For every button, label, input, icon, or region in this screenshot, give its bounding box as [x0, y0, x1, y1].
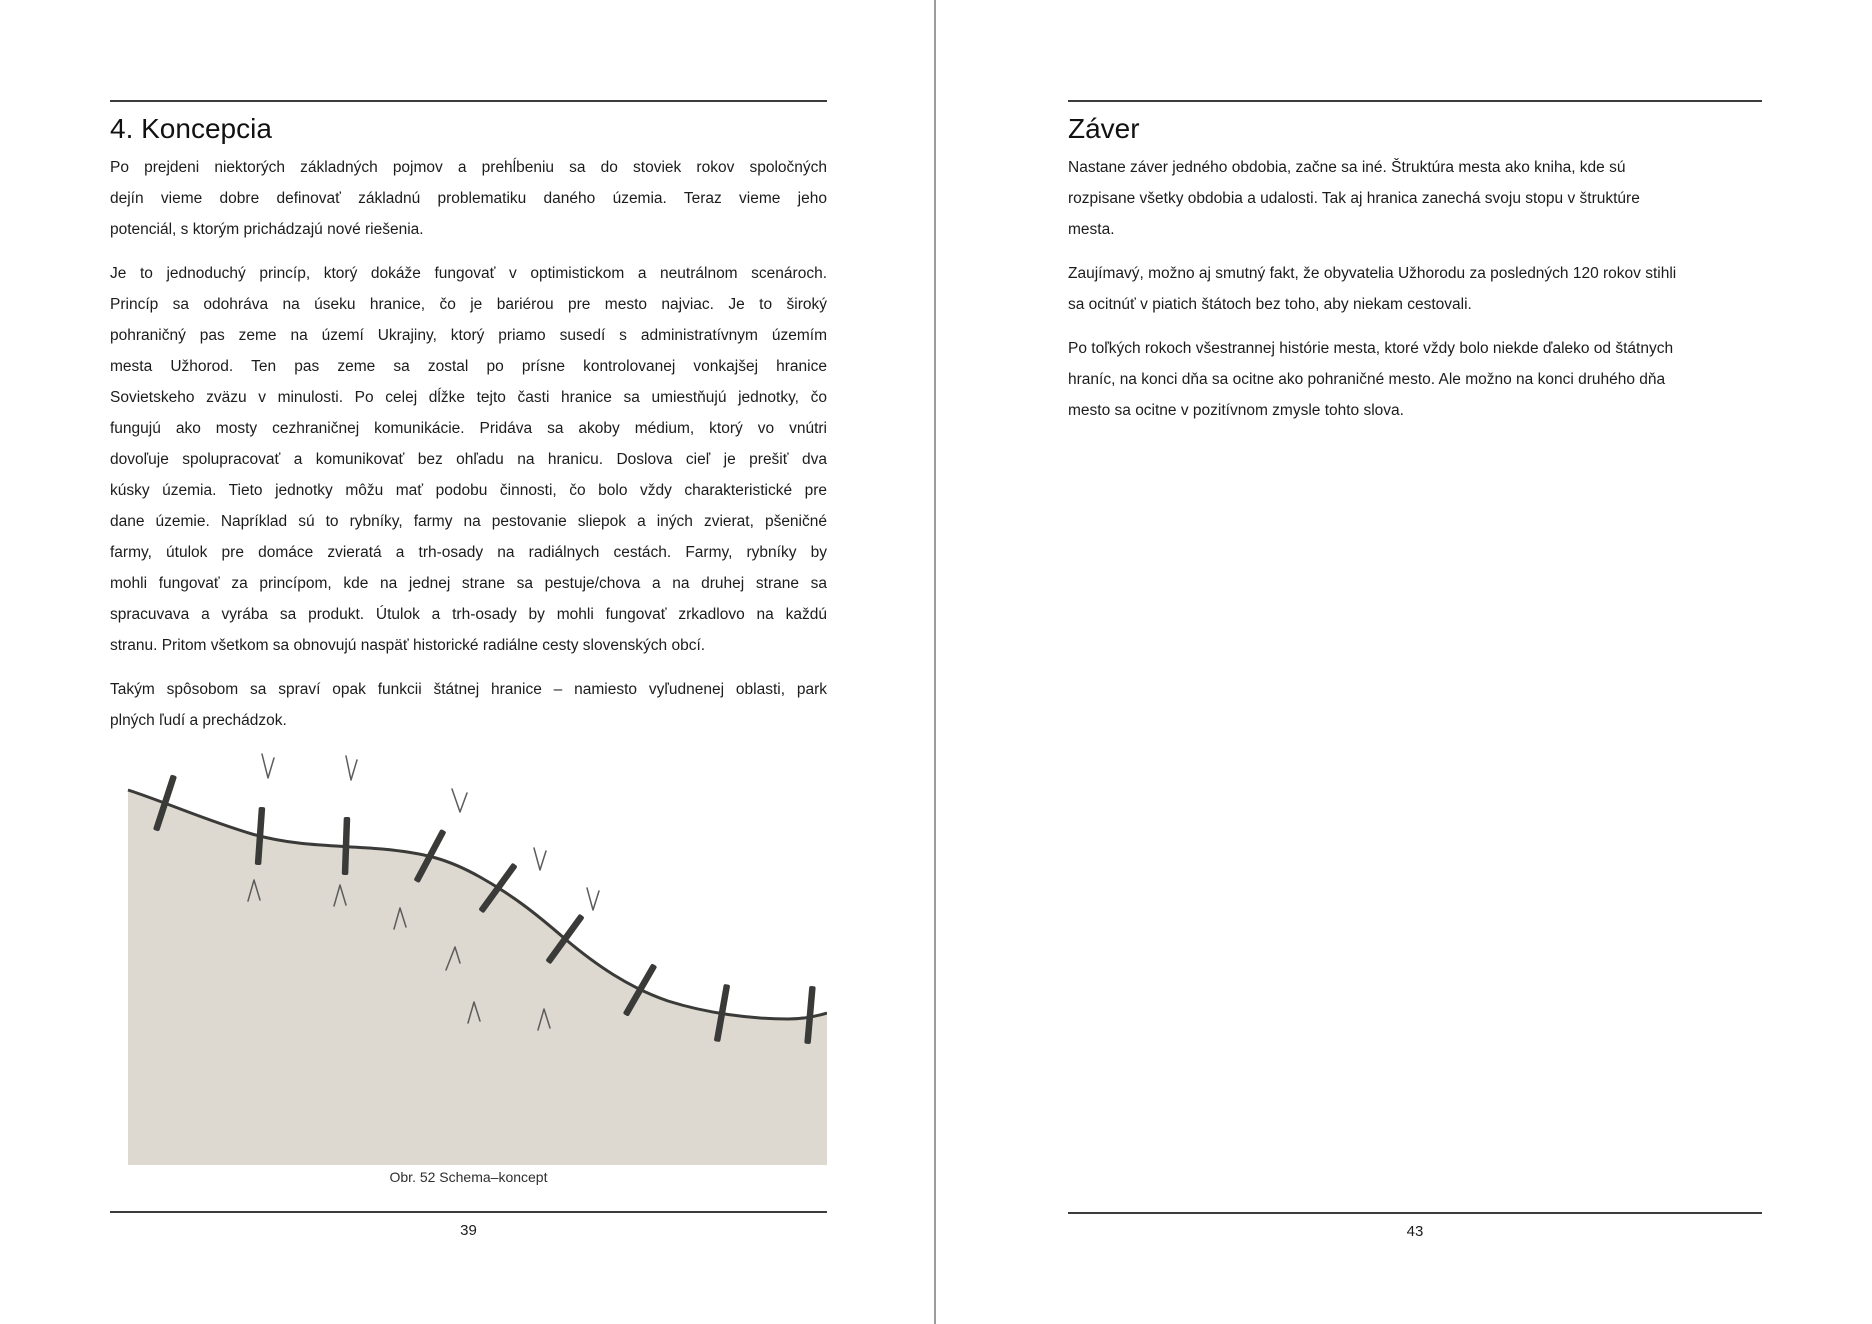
- arrow-mark-down: [451, 788, 468, 813]
- figure-caption: Obr. 52 Schema–koncept: [389, 1169, 548, 1185]
- text-line: mohli fungovať za princípom, kde na jedn…: [110, 575, 827, 592]
- arrow-mark-group: [247, 753, 600, 1031]
- text-line: rozpisane všetky obdobia a udalosti. Tak…: [1068, 190, 1640, 207]
- text-line: mesta.: [1068, 221, 1115, 238]
- text-line: Takým spôsobom sa spraví opak funkcii št…: [110, 681, 827, 698]
- stitch-tick: [153, 774, 177, 832]
- text-line: kúsky územia. Tieto jednotky môžu mať po…: [110, 482, 827, 499]
- arrow-mark-down: [345, 755, 358, 781]
- body-text-left: Po prejdeni niektorých základných pojmov…: [110, 152, 827, 736]
- stitch-tick: [546, 914, 584, 964]
- paragraph: Takým spôsobom sa spraví opak funkcii št…: [110, 674, 827, 736]
- text-line: fungujú ako mosty cezhraničnej komunikác…: [110, 420, 827, 437]
- stitch-tick: [479, 863, 517, 913]
- text-line: Sovietskeho zväzu v minulosti. Po celej …: [110, 389, 827, 406]
- text-line: dejín vieme dobre definovať základnú pro…: [110, 190, 827, 207]
- text-line: Zaujímavý, možno aj smutný fakt, že obyv…: [1068, 265, 1677, 282]
- text-line: potenciál, s ktorým prichádzajú nové rie…: [110, 221, 424, 238]
- footer-rule-right: [1068, 1212, 1762, 1214]
- text-line: Nastane záver jedného obdobia, začne sa …: [1068, 159, 1626, 176]
- heading-rule-right: [1068, 100, 1762, 102]
- text-line: Je to jednoduchý princíp, ktorý dokáže f…: [110, 265, 827, 282]
- text-line: stranu. Pritom všetkom sa obnovujú naspä…: [110, 637, 706, 654]
- paragraph: Po toľkých rokoch všestrannej histórie m…: [1068, 333, 1762, 426]
- stitch-tick: [714, 984, 730, 1042]
- paragraph: Zaujímavý, možno aj smutný fakt, že obyv…: [1068, 258, 1762, 320]
- page-number-left: 39: [460, 1222, 477, 1239]
- text-line: plných ľudí a prechádzok.: [110, 712, 287, 729]
- arrow-mark-down: [586, 887, 600, 911]
- text-line: mesta Užhorod. Ten pas zeme sa zostal po…: [110, 358, 827, 375]
- arrow-mark-up: [445, 946, 461, 971]
- stitch-tick: [341, 816, 351, 876]
- text-line: Po toľkých rokoch všestrannej histórie m…: [1068, 340, 1674, 357]
- paragraph: Nastane záver jedného obdobia, začne sa …: [1068, 152, 1762, 245]
- heading-rule-left: [110, 100, 827, 102]
- text-line: dovoľuje spolupracovať a komunikovať bez…: [110, 451, 827, 468]
- text-line: mesto sa ocitne v pozitívnom zmysle toht…: [1068, 402, 1404, 419]
- page-left: 4. Koncepcia Po prejdeni niektorých zákl…: [110, 100, 827, 749]
- body-text-right: Nastane záver jedného obdobia, začne sa …: [1068, 152, 1762, 426]
- text-line: pohraničný pas zeme na území Ukrajiny, k…: [110, 327, 827, 344]
- page-divider: [934, 0, 936, 1324]
- border-curve: [127, 788, 827, 1021]
- page-right: Záver Nastane záver jedného obdobia, zač…: [1068, 100, 1762, 439]
- stitch-tick: [804, 985, 816, 1045]
- arrow-mark-up: [333, 884, 347, 907]
- arrow-mark-up: [247, 879, 261, 902]
- section-heading-left: 4. Koncepcia: [110, 113, 272, 144]
- text-line: spracuvava a vyrába sa produkt. Útulok a…: [110, 606, 827, 623]
- border-strip-area: [128, 790, 827, 1165]
- arrow-mark-down: [533, 847, 547, 871]
- arrow-mark-up: [467, 1001, 481, 1024]
- paragraph: Po prejdeni niektorých základných pojmov…: [110, 152, 827, 245]
- text-line: farmy, útulok pre domáce zvieratá a trh-…: [110, 544, 827, 561]
- arrow-mark-up: [393, 907, 407, 930]
- text-line: sa ocitnúť v piatich štátoch bez toho, a…: [1068, 296, 1472, 313]
- text-line: dane územie. Napríklad sú to rybníky, fa…: [110, 513, 827, 530]
- page-number-right: 43: [1406, 1223, 1424, 1240]
- stitch-tick: [414, 829, 446, 883]
- text-line: hraníc, na konci dňa sa ocitne ako pohra…: [1068, 371, 1666, 388]
- section-heading-right: Záver: [1068, 113, 1140, 144]
- stitch-tick: [254, 806, 266, 866]
- text-line: Princíp sa odohráva na úseku hranice, čo…: [110, 296, 827, 313]
- arrow-mark-down: [261, 753, 275, 779]
- schema-drawing: [127, 753, 827, 1165]
- arrow-mark-up: [537, 1008, 551, 1031]
- stitch-tick-group: [153, 774, 816, 1045]
- figure-schema-koncept: Obr. 52 Schema–koncept: [110, 742, 827, 1185]
- paragraph: Je to jednoduchý princíp, ktorý dokáže f…: [110, 258, 827, 661]
- text-line: Po prejdeni niektorých základných pojmov…: [110, 159, 827, 176]
- stitch-tick: [623, 963, 657, 1017]
- footer-rule-left: [110, 1211, 827, 1213]
